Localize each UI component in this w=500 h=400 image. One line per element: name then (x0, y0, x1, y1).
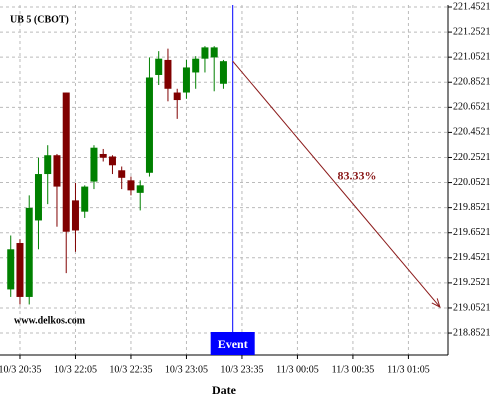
candle-body (173, 92, 181, 101)
candle-body (118, 170, 126, 178)
event-label: Event (218, 337, 248, 351)
candle-body (25, 207, 33, 297)
candle-body (108, 156, 116, 166)
x-tick-label: 11/3 01:05 (387, 364, 430, 375)
y-tick-label: 219.6521 (453, 227, 491, 238)
candle-body (53, 155, 61, 187)
candle-body (182, 67, 190, 93)
event-box (210, 332, 255, 355)
x-axis-label: Date (212, 383, 237, 397)
candle-body (136, 185, 144, 193)
y-tick-label: 221.0521 (453, 51, 491, 62)
x-tick-label: 10/3 23:35 (220, 364, 263, 375)
candle-body (16, 243, 24, 297)
candle-body (127, 180, 135, 191)
x-tick-label: 10/3 20:35 (0, 364, 42, 375)
candle-body (71, 200, 79, 231)
candle-body (99, 153, 107, 158)
projection-arrow (232, 60, 441, 308)
y-tick-label: 220.6521 (453, 102, 491, 113)
x-tick-label: 10/3 22:05 (54, 364, 97, 375)
arrow-head (431, 298, 441, 308)
y-tick-label: 220.2521 (453, 152, 491, 163)
watermark: www.delkos.com (14, 315, 86, 326)
candle-body (62, 92, 70, 232)
chart-title: UB 5 (CBOT) (10, 14, 69, 25)
y-tick-label: 220.0521 (453, 177, 491, 188)
candle-body (210, 47, 218, 58)
candle-body (7, 249, 15, 290)
y-tick-label: 219.8521 (453, 202, 491, 213)
candle-body (201, 47, 209, 59)
candle-body (90, 147, 98, 182)
y-tick-label: 218.8521 (453, 327, 491, 338)
y-tick-label: 221.2521 (453, 26, 491, 37)
x-tick-label: 10/3 22:35 (109, 364, 152, 375)
candle-body (81, 186, 89, 212)
candle-body (192, 58, 200, 73)
candle-body (145, 77, 153, 173)
arrow-label: 83.33% (337, 168, 376, 182)
candle-body (44, 155, 52, 175)
y-tick-label: 220.4521 (453, 127, 491, 138)
y-tick-label: 219.0521 (453, 302, 491, 313)
y-tick-label: 219.2521 (453, 277, 491, 288)
y-tick-label: 219.4521 (453, 252, 491, 263)
x-tick-label: 11/3 00:05 (276, 364, 319, 375)
candle-body (155, 58, 163, 75)
y-tick-label: 220.8521 (453, 77, 491, 88)
y-tick-label: 221.4521 (453, 1, 491, 12)
candle-body (34, 174, 42, 221)
x-tick-label: 11/3 00:35 (332, 364, 375, 375)
candle-body (164, 59, 172, 89)
x-tick-label: 10/3 23:05 (165, 364, 208, 375)
candle-body (219, 61, 227, 84)
